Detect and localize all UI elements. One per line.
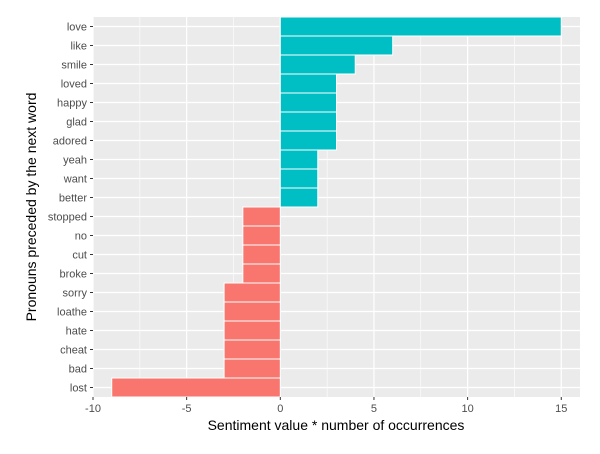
x-tick-label: 10 [461, 403, 473, 415]
y-tick-label: better [59, 193, 87, 205]
y-axis: love like smile loved happy glad adored yeah wan… [48, 22, 93, 395]
y-tick-label: want [63, 174, 87, 186]
bar-happy [279, 92, 337, 113]
bar-hate [223, 320, 281, 341]
bar-loved [279, 73, 337, 94]
y-tick-label: glad [66, 117, 87, 129]
bar-loathe [223, 301, 281, 322]
bars [111, 16, 562, 398]
bar-yeah [279, 149, 319, 170]
bar-adored [279, 130, 337, 151]
bar-stopped [242, 206, 281, 227]
y-tick-label: loved [61, 79, 87, 91]
bar-sorry [223, 282, 281, 303]
bar-love [279, 16, 562, 37]
bar-cut [242, 244, 281, 265]
bar-like [279, 35, 394, 56]
x-axis: -10 -5 0 5 10 15 [85, 397, 567, 415]
x-tick-label: 15 [555, 403, 567, 415]
y-tick-label: adored [53, 136, 87, 148]
y-tick-label: smile [61, 60, 87, 72]
x-tick-label: -10 [85, 403, 101, 415]
y-tick-label: bad [69, 364, 87, 376]
y-tick-label: yeah [63, 155, 87, 167]
x-tick-label: 0 [277, 403, 283, 415]
y-tick-label: happy [57, 98, 87, 110]
y-tick-label: stopped [48, 212, 87, 224]
y-tick-label: cheat [60, 345, 87, 357]
bar-better [279, 187, 319, 208]
bar-smile [279, 54, 356, 75]
y-tick-label: like [70, 41, 87, 53]
y-tick-label: love [67, 22, 87, 34]
y-tick-label: cut [72, 250, 87, 262]
y-axis-title: Pronouns preceded by the next word [23, 93, 39, 322]
bar-cheat [223, 339, 281, 360]
x-axis-title: Sentiment value * number of occurrences [208, 417, 465, 433]
y-tick-label: no [75, 231, 87, 243]
bar-want [279, 168, 319, 189]
x-tick-label: 5 [371, 403, 377, 415]
y-tick-label: broke [59, 269, 87, 281]
bar-no [242, 225, 281, 246]
bar-glad [279, 111, 337, 132]
x-tick-label: -5 [182, 403, 192, 415]
y-tick-label: sorry [63, 288, 88, 300]
bar-broke [242, 263, 281, 284]
y-tick-label: lost [70, 383, 87, 395]
y-tick-label: hate [66, 326, 87, 338]
bar-bad [223, 358, 281, 379]
bar-lost [111, 377, 281, 398]
y-tick-label: loathe [57, 307, 87, 319]
